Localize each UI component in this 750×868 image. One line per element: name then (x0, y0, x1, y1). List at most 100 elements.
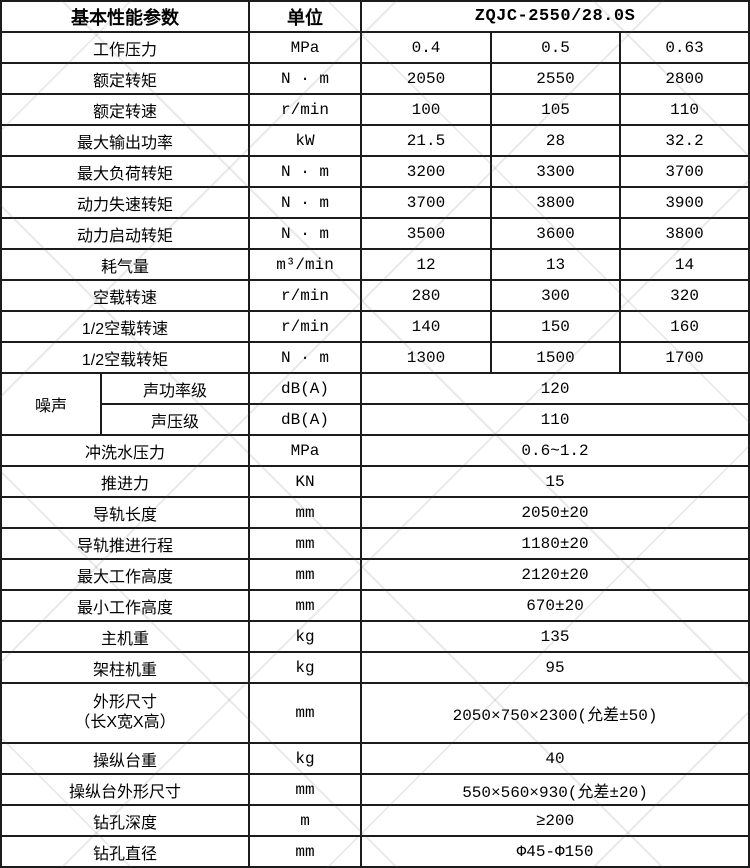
row-label: 导轨长度 (0, 496, 250, 529)
table-row: 空载转速 r/min 280 300 320 (0, 279, 750, 312)
row-value: 28 (490, 124, 621, 157)
row-value: 3500 (360, 217, 492, 250)
row-value: 2550 (490, 62, 621, 95)
row-value: ≥200 (359, 804, 750, 837)
row-unit: N · m (248, 341, 362, 374)
row-label: 最大输出功率 (0, 124, 250, 157)
row-label: 额定转矩 (0, 62, 250, 95)
row-unit: mm (248, 773, 362, 806)
row-label: 架柱机重 (0, 651, 250, 684)
row-label: 操纵台外形尺寸 (0, 773, 250, 806)
row-label: 声压级 (100, 403, 250, 436)
row-label: 推进力 (0, 465, 250, 498)
row-value: 1700 (618, 341, 750, 374)
row-unit: m³/min (248, 248, 362, 281)
row-value: 550×560×930(允差±20) (359, 773, 750, 806)
header-param-label: 基本性能参数 (0, 0, 250, 33)
row-value: 0.6~1.2 (359, 434, 750, 467)
row-label: 额定转速 (0, 93, 250, 126)
row-value: 3600 (490, 217, 621, 250)
row-unit: mm (248, 589, 362, 622)
row-unit: r/min (248, 310, 362, 343)
row-label: 动力失速转矩 (0, 186, 250, 219)
row-value: 105 (490, 93, 621, 126)
row-value: 3900 (618, 186, 750, 219)
table-row: 动力启动转矩 N · m 3500 3600 3800 (0, 217, 750, 250)
table-row: 额定转速 r/min 100 105 110 (0, 93, 750, 126)
row-value: 14 (618, 248, 750, 281)
row-value: 280 (360, 279, 492, 312)
table-row: 额定转矩 N · m 2050 2550 2800 (0, 62, 750, 95)
row-value: 135 (359, 620, 750, 653)
row-label: 工作压力 (0, 31, 250, 64)
row-label: 空载转速 (0, 279, 250, 312)
table-row: 声压级 dB(A) 110 (1, 403, 750, 436)
row-unit: mm (248, 496, 362, 529)
row-value: 110 (618, 93, 750, 126)
table-row: 工作压力 MPa 0.4 0.5 0.63 (0, 31, 750, 64)
row-label: 导轨推进行程 (0, 527, 250, 560)
row-value: 0.4 (360, 31, 492, 64)
row-unit: kg (248, 742, 362, 775)
row-label: 最大负荷转矩 (0, 155, 250, 188)
table-row: 架柱机重 kg 95 (0, 651, 750, 684)
row-value: 2050 (360, 62, 492, 95)
table-row: 钻孔直径 mm Φ45-Φ150 (0, 835, 750, 868)
row-value: 2050±20 (359, 496, 750, 529)
header-row: 基本性能参数 单位 ZQJC-2550/28.0S (0, 0, 750, 33)
row-value: 2800 (618, 62, 750, 95)
row-unit: kW (248, 124, 362, 157)
row-unit: mm (248, 558, 362, 591)
table-row: 冲洗水压力 MPa 0.6~1.2 (0, 434, 750, 467)
table-row: 最大工作高度 mm 2120±20 (0, 558, 750, 591)
row-value: 3800 (490, 186, 621, 219)
table-row: 最小工作高度 mm 670±20 (0, 589, 750, 622)
table-row: 主机重 kg 135 (0, 620, 750, 653)
table-row: 外形尺寸 （长X宽X高） mm 2050×750×2300(允差±50) (0, 682, 750, 744)
row-unit: KN (248, 465, 362, 498)
row-value: 2120±20 (359, 558, 750, 591)
row-unit: r/min (248, 279, 362, 312)
row-value: 15 (359, 465, 750, 498)
row-value: 1500 (490, 341, 621, 374)
row-value: 120 (359, 372, 750, 405)
row-unit: N · m (248, 62, 362, 95)
row-label: 钻孔深度 (0, 804, 250, 837)
table-row: 最大负荷转矩 N · m 3200 3300 3700 (0, 155, 750, 188)
row-value: 40 (359, 742, 750, 775)
table-row: 动力失速转矩 N · m 3700 3800 3900 (0, 186, 750, 219)
row-label: 钻孔直径 (0, 835, 250, 868)
row-value: 0.5 (490, 31, 621, 64)
row-value: 140 (360, 310, 492, 343)
row-unit: kg (248, 651, 362, 684)
row-label: 最小工作高度 (0, 589, 250, 622)
row-label: 操纵台重 (0, 742, 250, 775)
row-value: 21.5 (360, 124, 492, 157)
table-row: 最大输出功率 kW 21.5 28 32.2 (0, 124, 750, 157)
row-value: 3700 (618, 155, 750, 188)
table-row: 耗气量 m³/min 12 13 14 (0, 248, 750, 281)
row-value: 3300 (490, 155, 621, 188)
table-row: 导轨推进行程 mm 1180±20 (0, 527, 750, 560)
row-unit: kg (248, 620, 362, 653)
row-unit: mm (248, 835, 362, 868)
row-unit: N · m (248, 186, 362, 219)
table-row: 1/2空载转矩 N · m 1300 1500 1700 (0, 341, 750, 374)
row-value: 0.63 (618, 31, 750, 64)
table-row: 噪声 声功率级 dB(A) 120 (0, 372, 750, 436)
row-value: 670±20 (359, 589, 750, 622)
row-unit: mm (248, 527, 362, 560)
row-value: 2050×750×2300(允差±50) (359, 682, 750, 744)
row-value: 100 (360, 93, 492, 126)
row-value: 3200 (360, 155, 492, 188)
row-label: 冲洗水压力 (0, 434, 250, 467)
row-value: 320 (618, 279, 750, 312)
row-unit: mm (248, 682, 362, 744)
row-value: 12 (360, 248, 492, 281)
table-row: 推进力 KN 15 (0, 465, 750, 498)
row-value: 95 (359, 651, 750, 684)
row-value: 1180±20 (359, 527, 750, 560)
